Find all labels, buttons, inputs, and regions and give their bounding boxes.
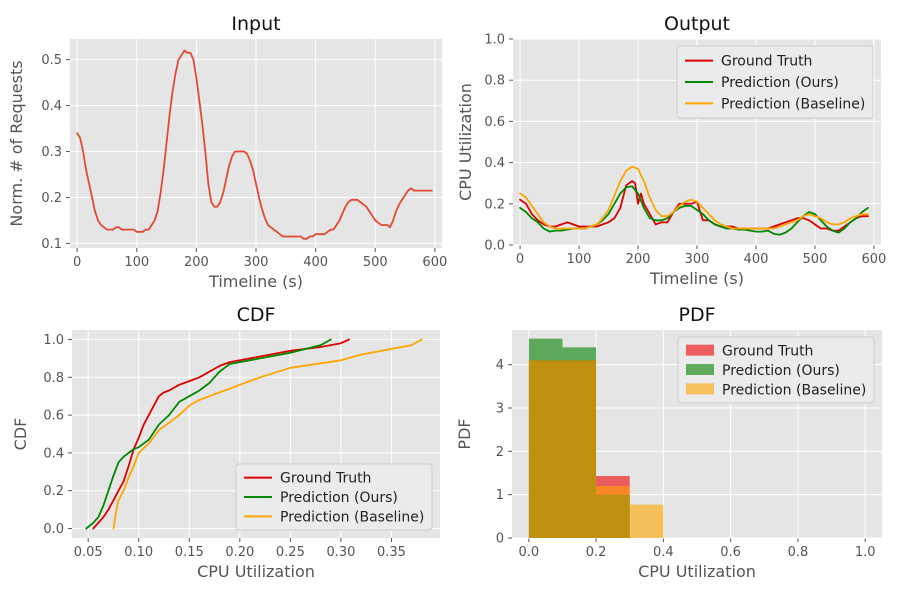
x-tick-label: 500 bbox=[363, 255, 388, 270]
legend-swatch bbox=[686, 364, 714, 375]
legend: Ground Truth Prediction (Ours) Prediction … bbox=[235, 463, 433, 531]
legend-entry-label: Prediction (Ours) bbox=[721, 75, 839, 91]
legend-entry-label: Ground Truth bbox=[722, 344, 813, 360]
x-tick-label: 0.10 bbox=[124, 545, 153, 560]
y-tick-label: 1 bbox=[496, 488, 504, 503]
y-tick-label: 0.4 bbox=[43, 446, 64, 461]
x-tick-label: 0.25 bbox=[276, 545, 305, 560]
legend-entry-label: Ground Truth bbox=[721, 54, 812, 70]
legend-entry-label: Prediction (Baseline) bbox=[280, 509, 424, 525]
legend-entry-label: Prediction (Baseline) bbox=[721, 96, 865, 112]
x-tick-label: 100 bbox=[567, 252, 592, 267]
x-tick-label: 0 bbox=[73, 255, 81, 270]
y-tick-label: 0.3 bbox=[41, 145, 62, 160]
legend-swatch bbox=[686, 344, 714, 356]
cdf-chart: 0.05 0.10 0.15 0.20 0.25 0.30 0.35 0.0 0.2 0.4 0.6… bbox=[11, 304, 440, 581]
legend-entry-label: Prediction (Baseline) bbox=[722, 382, 866, 398]
x-tick-label: 0.35 bbox=[377, 545, 406, 560]
x-axis-label: Timeline (s) bbox=[649, 269, 744, 288]
legend-entry-label: Prediction (Ours) bbox=[722, 363, 840, 379]
histogram-bar-2-3 bbox=[629, 504, 664, 538]
x-tick-label: 200 bbox=[626, 252, 651, 267]
x-tick-label: 0.30 bbox=[326, 545, 355, 560]
series-line-1 bbox=[85, 338, 332, 530]
chart-title: PDF bbox=[678, 304, 715, 326]
y-axis-label: PDF bbox=[455, 418, 474, 449]
plot-marks bbox=[519, 165, 869, 236]
x-tick-label: 0.0 bbox=[518, 545, 539, 560]
series-line-2 bbox=[112, 338, 423, 530]
x-tick-label: 0 bbox=[516, 252, 524, 267]
series-line-2 bbox=[519, 165, 869, 230]
x-tick-label: 400 bbox=[303, 255, 328, 270]
legend: Ground Truth Prediction (Ours) Prediction … bbox=[676, 45, 874, 119]
x-tick-label: 0.20 bbox=[225, 545, 254, 560]
chart-title: Output bbox=[664, 13, 730, 35]
series-line-0 bbox=[92, 338, 350, 530]
y-axis-label: CDF bbox=[11, 418, 30, 451]
legend-box bbox=[677, 336, 875, 404]
input-chart: 0 100 200 300 400 500 600 0.1 0.2 0.3 0.4 0.5 Input T… bbox=[7, 13, 447, 291]
y-tick-label: 0.8 bbox=[484, 74, 505, 89]
legend-swatch bbox=[686, 383, 714, 395]
chart-title: Input bbox=[231, 13, 280, 35]
y-axis-label: CPU Utilization bbox=[456, 83, 475, 201]
x-tick-label: 400 bbox=[744, 252, 769, 267]
y-tick-label: 0.0 bbox=[484, 239, 505, 254]
x-tick-label: 500 bbox=[803, 252, 828, 267]
x-tick-label: 0.2 bbox=[586, 545, 607, 560]
histogram-bar-2-2 bbox=[596, 486, 630, 538]
y-tick-label: 0.6 bbox=[484, 115, 505, 130]
y-axis-label: Norm. # of Requests bbox=[7, 60, 26, 226]
y-tick-label: 2 bbox=[496, 445, 504, 460]
y-tick-label: 0.4 bbox=[41, 99, 62, 114]
plot-marks bbox=[76, 49, 433, 240]
y-tick-label: 1.0 bbox=[43, 333, 64, 348]
legend-entry-label: Ground Truth bbox=[280, 471, 371, 487]
output-chart: 0 100 200 300 400 500 600 0.0 0.2 0.4 0.6 0.8 1.0 Out… bbox=[456, 13, 886, 288]
legend-box bbox=[676, 45, 874, 119]
chart-title: CDF bbox=[237, 304, 276, 326]
y-tick-label: 0.2 bbox=[484, 197, 505, 212]
x-axis-label: Timeline (s) bbox=[208, 272, 303, 291]
x-tick-label: 1.0 bbox=[855, 545, 876, 560]
plot-marks bbox=[528, 338, 664, 538]
histogram-bar-2-1 bbox=[562, 360, 597, 538]
y-tick-label: 0.1 bbox=[41, 237, 62, 252]
x-axis-label: CPU Utilization bbox=[197, 562, 315, 581]
legend-box bbox=[235, 463, 433, 531]
x-tick-label: 0.6 bbox=[720, 545, 741, 560]
x-tick-label: 300 bbox=[244, 255, 269, 270]
pdf-chart: 0.0 0.2 0.4 0.6 0.8 1.0 0 1 2 3 4 PDF CPU Utilizatio… bbox=[455, 304, 882, 581]
x-tick-label: 100 bbox=[124, 255, 149, 270]
x-tick-label: 0.4 bbox=[653, 545, 674, 560]
y-tick-label: 0 bbox=[496, 532, 504, 547]
y-tick-label: 0.5 bbox=[41, 53, 62, 68]
x-tick-label: 600 bbox=[422, 255, 447, 270]
y-tick-label: 0.6 bbox=[43, 409, 64, 424]
x-tick-label: 0.05 bbox=[74, 545, 103, 560]
y-tick-label: 4 bbox=[496, 358, 504, 373]
y-tick-label: 0.0 bbox=[43, 522, 64, 537]
x-tick-label: 200 bbox=[184, 255, 209, 270]
y-tick-label: 0.8 bbox=[43, 371, 64, 386]
x-tick-label: 600 bbox=[862, 252, 887, 267]
x-axis-label: CPU Utilization bbox=[638, 562, 756, 581]
histogram-bar-2-0 bbox=[528, 360, 563, 538]
legend: Ground Truth Prediction (Ours) Prediction … bbox=[677, 336, 875, 404]
x-tick-label: 0.8 bbox=[788, 545, 809, 560]
y-tick-label: 1.0 bbox=[484, 33, 505, 48]
y-tick-label: 3 bbox=[496, 402, 504, 417]
y-tick-label: 0.2 bbox=[43, 484, 64, 499]
y-tick-label: 0.4 bbox=[484, 156, 505, 171]
plot-marks bbox=[85, 338, 423, 530]
series-line-0 bbox=[76, 49, 433, 240]
x-tick-label: 300 bbox=[685, 252, 710, 267]
series-line-0 bbox=[519, 180, 869, 232]
legend-entry-label: Prediction (Ours) bbox=[280, 490, 398, 506]
y-tick-label: 0.2 bbox=[41, 191, 62, 206]
x-tick-label: 0.15 bbox=[175, 545, 204, 560]
